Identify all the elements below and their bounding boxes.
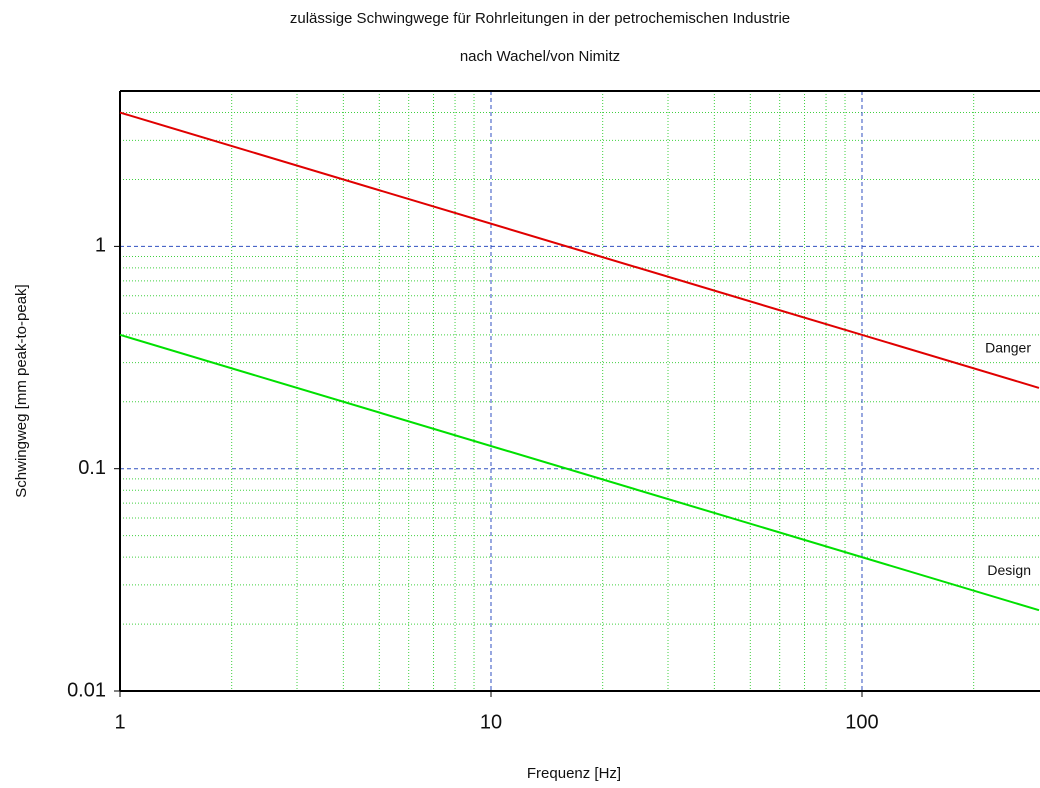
x-tick-label: 100 — [845, 711, 878, 733]
x-tick-label: 1 — [114, 711, 125, 733]
chart-subtitle: nach Wachel/von Nimitz — [460, 48, 620, 65]
chart-title: zulässige Schwingwege für Rohrleitungen … — [290, 10, 790, 27]
y-tick-label: 0.1 — [78, 457, 106, 479]
x-tick-label: 10 — [480, 711, 502, 733]
data-line — [119, 333, 1040, 612]
y-tick-label: 1 — [95, 235, 106, 257]
y-tick-label: 0.01 — [67, 679, 106, 701]
series-label: Design — [987, 562, 1031, 578]
series-label: Danger — [985, 339, 1031, 355]
x-axis-label: Frequenz [Hz] — [527, 765, 621, 782]
y-axis-label: Schwingweg [mm peak-to-peak] — [13, 284, 30, 497]
data-line — [119, 111, 1040, 389]
